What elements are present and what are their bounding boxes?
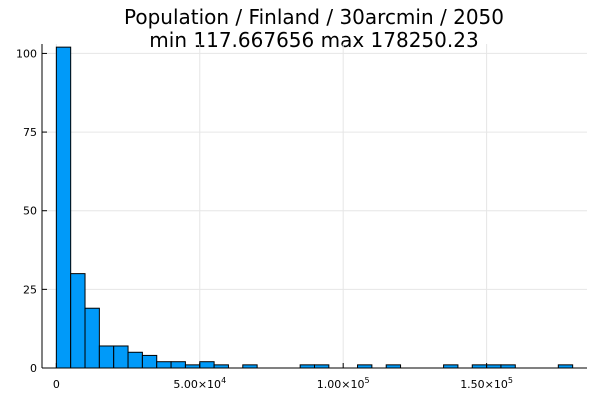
y-tick-label-1: 25: [23, 283, 37, 296]
histogram-bar-1: [70, 273, 86, 369]
histogram-bar-10: [199, 361, 215, 369]
x-tick-label-2: 1.00×105: [317, 376, 370, 391]
x-tick-label-3: 1.50×105: [460, 376, 513, 391]
histogram-bar-0: [55, 46, 72, 369]
chart-subtitle: min 117.667656 max 178250.23: [149, 28, 478, 52]
grid-lines: [42, 44, 587, 369]
bars: [55, 46, 574, 369]
histogram-bar-4: [113, 345, 129, 369]
histogram-bar-6: [141, 354, 158, 369]
y-tick-labels: 0 25 50 75 100: [16, 47, 37, 375]
x-tick-labels: 0 5.00×104 1.00×105 1.50×105: [53, 376, 513, 391]
x-tick-label-0: 0: [53, 378, 60, 391]
axes: [41, 44, 587, 369]
x-tick-label-1: 5.00×104: [173, 376, 226, 391]
histogram-bar-8: [170, 361, 186, 369]
y-tick-label-3: 75: [23, 126, 37, 139]
histogram-bar-5: [127, 351, 143, 369]
y-tick-label-0: 0: [30, 362, 37, 375]
histogram-bar-3: [98, 345, 115, 369]
histogram-bar-2: [84, 307, 100, 369]
y-tick-label-2: 50: [23, 205, 37, 218]
y-tick-label-4: 100: [16, 47, 37, 60]
histogram-bar-7: [156, 361, 172, 369]
chart-title: Population / Finland / 30arcmin / 2050: [124, 5, 504, 29]
